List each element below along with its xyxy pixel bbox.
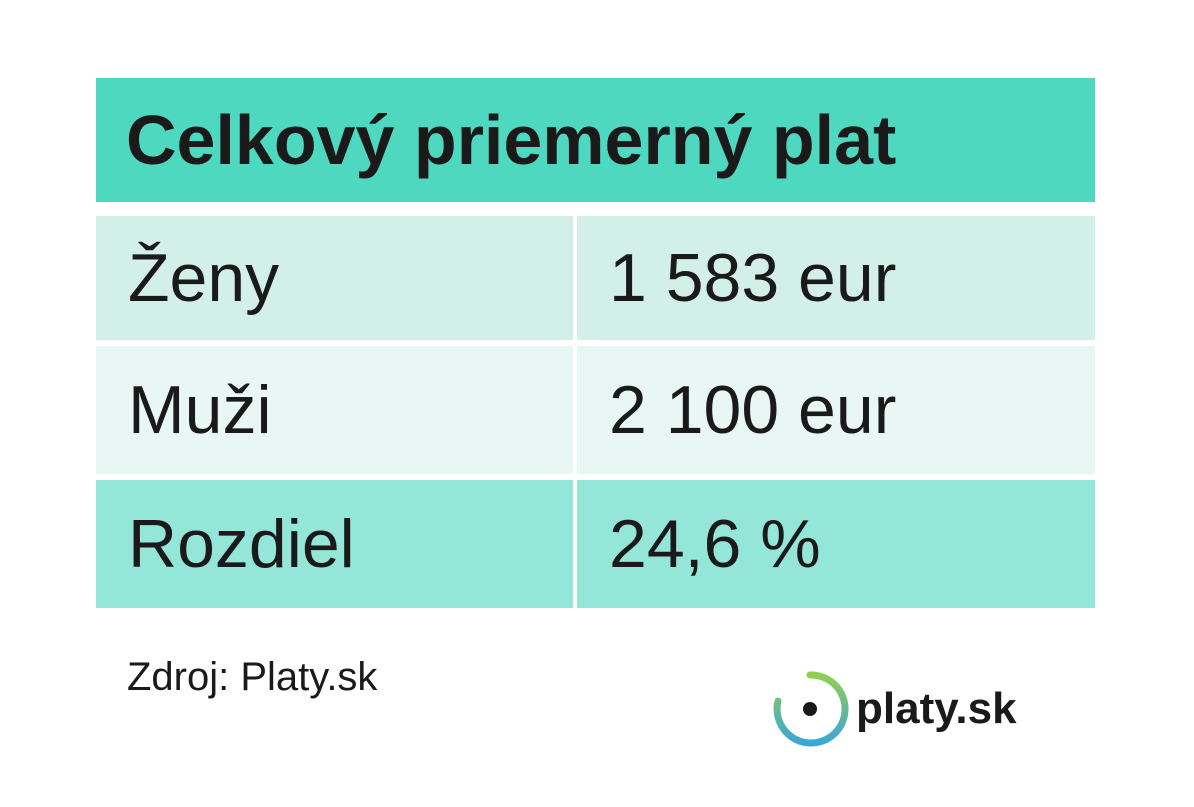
cell: 24,6 % [577,480,1095,608]
cell: 2 100 eur [577,346,1095,474]
source: Zdroj: Platy.sk [127,655,378,699]
cell: Muži [96,346,573,474]
cell: 1 583 eur [577,216,1095,340]
logo-text: platy.sk [856,684,1017,733]
logo-dot [803,702,817,716]
cell: Rozdiel [96,480,573,608]
cell: Ženy [96,216,573,340]
logo-ring [773,671,849,747]
table-title: Celkový priemerný plat [96,78,1095,202]
logo: platy.sk [773,671,1017,747]
